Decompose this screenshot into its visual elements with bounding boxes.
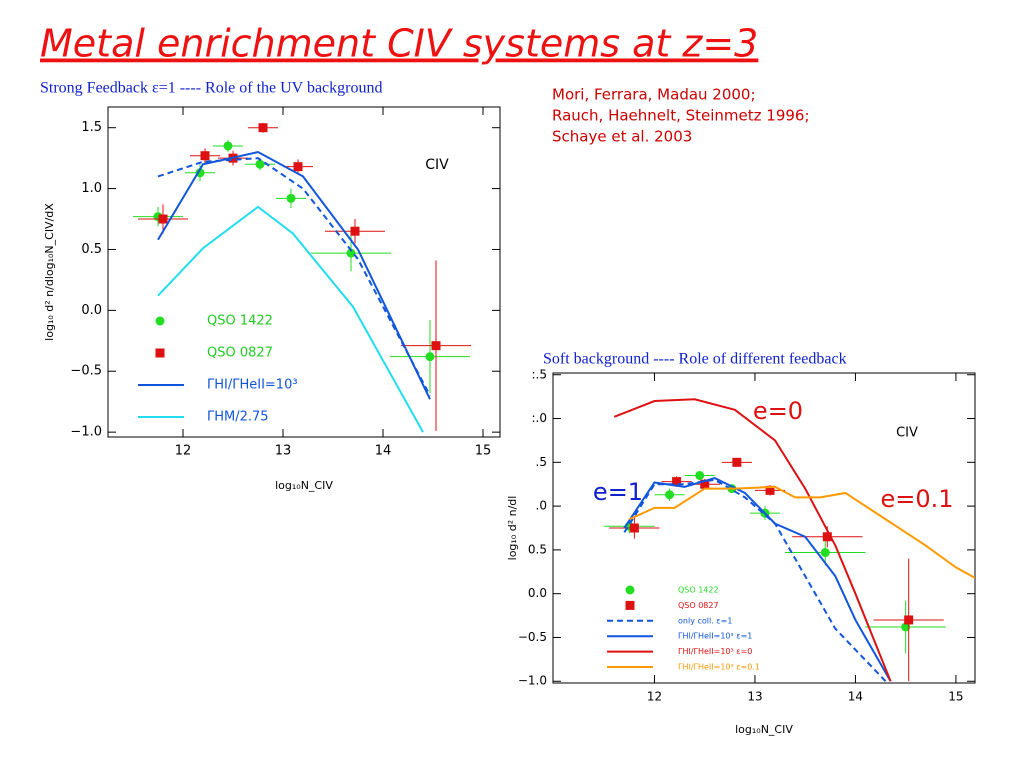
y-tick-label: −1.0 (518, 674, 547, 688)
data-point (700, 479, 710, 489)
y-tick-label: 0.5 (528, 542, 547, 556)
y-tick-label: 1.0 (81, 181, 102, 196)
series-line (623, 477, 892, 682)
y-tick-label: :.5 (532, 367, 548, 381)
slide-title: Metal enrichment CIV systems at z=3 (40, 22, 758, 66)
data-point (665, 490, 675, 500)
data-point (255, 159, 265, 169)
legend-label: only coll. ε=1 (678, 616, 732, 625)
legend-label: ΓHI/ΓHeII=10³ ε=1 (678, 632, 752, 641)
annotation: e=0.1 (880, 485, 953, 513)
chart: Soft background ---- Role of different f… (506, 351, 976, 736)
y-tick-label: 0.0 (81, 303, 102, 318)
y-tick-label: .0 (536, 499, 547, 513)
data-point (732, 457, 742, 467)
data-point (286, 193, 296, 203)
data-point (765, 485, 775, 495)
series-line (157, 157, 431, 397)
y-tick-label: 0.0 (528, 586, 547, 600)
x-tick-label: 13 (747, 690, 762, 704)
legend-label: ΓHI/ΓHeII=10³ ε=0 (678, 647, 752, 656)
plot-area (604, 398, 975, 682)
series-line (157, 205, 424, 433)
x-tick-label: 15 (475, 444, 492, 459)
chart-title: Strong Feedback ε=1 ---- Role of the UV … (40, 80, 382, 97)
data-point (431, 341, 441, 351)
y-tick-label: −1.0 (70, 425, 102, 440)
data-point (195, 168, 205, 178)
data-point (822, 532, 832, 542)
y-tick-label: −0.5 (70, 364, 102, 379)
x-tick-label: 12 (647, 690, 662, 704)
data-point (200, 151, 210, 161)
legend-label: QSO 0827 (207, 346, 273, 361)
legend-marker (155, 348, 165, 358)
series-line (623, 478, 887, 682)
y-axis-label: log₁₀ d² n/dlog₁₀N_CIV/dX (43, 203, 56, 341)
y-tick-label: .5 (536, 455, 547, 469)
data-point (258, 123, 268, 133)
data-point (672, 477, 682, 487)
data-point (293, 162, 303, 172)
data-point (695, 470, 705, 480)
x-tick-label: 13 (275, 444, 292, 459)
data-point (425, 352, 435, 362)
x-tick-label: 15 (948, 690, 963, 704)
annotation: e=1 (593, 478, 643, 506)
data-point (901, 622, 911, 632)
annotation: CIV (896, 426, 918, 441)
legend-label: ΓHM/2.75 (207, 410, 269, 425)
legend-label: QSO 1422 (678, 586, 719, 595)
data-point (350, 226, 360, 236)
data-point (629, 523, 639, 533)
data-point (158, 214, 168, 224)
series-line (628, 485, 975, 579)
series-line (613, 398, 892, 682)
plot-frame (107, 106, 501, 438)
y-tick-label: :.0 (532, 411, 548, 425)
annotation: CIV (425, 157, 449, 173)
legend-marker (625, 600, 635, 610)
chart-title: Soft background ---- Role of different f… (543, 351, 847, 368)
plot-frame (552, 372, 976, 684)
citation: Schaye et al. 2003 (552, 128, 692, 146)
chart: Strong Feedback ε=1 ---- Role of the UV … (40, 80, 501, 492)
plot-area (133, 122, 471, 433)
legend-label: QSO 1422 (207, 314, 273, 329)
data-point (223, 141, 233, 151)
annotation: e=0 (753, 397, 803, 425)
x-axis-label: log₁₀N_CIV (735, 723, 793, 736)
citation: Mori, Ferrara, Madau 2000; (552, 86, 756, 104)
legend-marker (625, 585, 635, 595)
x-axis-label: log₁₀N_CIV (275, 479, 333, 492)
series-line (157, 150, 431, 400)
legend-label: QSO 0827 (678, 601, 719, 610)
legend-label: ΓHI/ΓHeII=10³ (207, 378, 298, 393)
legend-label: ΓHI/ΓHeII=10³ ε=0.1 (678, 663, 760, 672)
y-tick-label: −0.5 (518, 630, 547, 644)
data-point (904, 615, 914, 625)
x-tick-label: 14 (375, 444, 392, 459)
y-tick-label: 1.5 (81, 120, 102, 135)
legend-marker (155, 316, 165, 326)
data-point (346, 248, 356, 258)
x-tick-label: 14 (848, 690, 863, 704)
y-tick-label: 0.5 (81, 242, 102, 257)
citation: Rauch, Haehnelt, Steinmetz 1996; (552, 107, 810, 125)
data-point (820, 548, 830, 558)
y-axis-label: log₁₀ d² n/dl (506, 496, 519, 561)
x-tick-label: 12 (175, 444, 192, 459)
